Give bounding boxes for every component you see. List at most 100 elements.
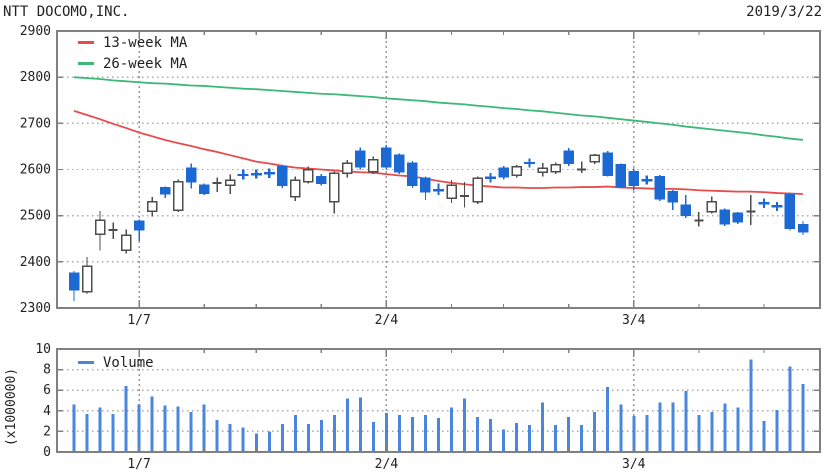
candle-body	[667, 190, 679, 203]
candle-body	[224, 179, 236, 186]
candle-body	[420, 177, 431, 193]
volume-bar	[241, 427, 245, 452]
volume-unit-label: (x1000000)	[4, 367, 19, 447]
candle-body	[394, 154, 405, 173]
candle-body	[719, 209, 731, 225]
volume-bar	[111, 413, 115, 452]
y-axis-label: 2900	[20, 24, 51, 39]
candle-body	[68, 272, 80, 291]
volume-bar	[723, 403, 727, 452]
volume-bar	[801, 384, 805, 452]
volume-bar	[450, 407, 454, 452]
legend-item-ma13: 13-week MA	[78, 32, 187, 53]
candle-body	[615, 164, 626, 188]
volume-bar	[306, 424, 310, 452]
candle-body	[172, 180, 184, 211]
volume-bar	[671, 402, 675, 452]
volume-bar	[697, 414, 701, 452]
volume-bar	[137, 404, 141, 452]
candle-body	[185, 167, 197, 183]
volume-bar	[684, 391, 688, 452]
volume-bar	[541, 402, 545, 452]
volume-bar	[423, 414, 427, 452]
x-axis-label: 2/4	[375, 313, 399, 328]
volume-bar	[619, 404, 623, 452]
volume-bar	[332, 414, 336, 452]
volume-bar	[476, 416, 480, 452]
candle-body	[120, 234, 132, 252]
y-axis-label: 8	[43, 363, 51, 378]
candle-body	[654, 176, 666, 200]
candle-body	[680, 204, 692, 216]
volume-bar	[762, 421, 766, 452]
candle-body	[277, 165, 288, 186]
volume-bar	[515, 423, 519, 452]
volume-bar	[528, 425, 532, 452]
y-axis-label: 2300	[20, 301, 51, 316]
ma13-line	[73, 110, 804, 195]
volume-bar	[736, 407, 740, 452]
candle-body	[407, 162, 418, 186]
candle-body	[133, 220, 145, 231]
candle-body	[732, 212, 744, 223]
y-axis-label: 2800	[20, 70, 51, 85]
volume-bar	[632, 415, 636, 452]
x-axis-label: 1/7	[127, 313, 150, 328]
candle-body	[563, 150, 574, 165]
ma13-legend-dash-icon	[78, 41, 94, 44]
volume-bar	[72, 404, 76, 452]
volume-bar	[710, 411, 714, 452]
volume-bar	[98, 407, 102, 452]
volume-bar	[489, 419, 493, 452]
candle-body	[198, 184, 210, 194]
volume-bar	[567, 416, 571, 452]
candle-body	[368, 159, 379, 173]
candle-body	[498, 167, 509, 178]
y-axis-label: 0	[43, 445, 51, 460]
chart-date: 2019/3/22	[746, 4, 822, 20]
volume-bar	[658, 402, 662, 452]
volume-bar	[645, 414, 649, 452]
y-axis-label: 2700	[20, 116, 51, 131]
volume-bar	[775, 409, 779, 452]
volume-bar	[437, 418, 440, 452]
chart-title: NTT DOCOMO,INC.	[3, 4, 130, 20]
volume-bar	[189, 411, 193, 452]
volume-bar	[593, 411, 597, 452]
candle-body	[537, 167, 548, 174]
volume-bar	[163, 405, 167, 452]
volume-bar	[358, 397, 362, 452]
candle-body	[342, 162, 353, 174]
candle-body	[511, 165, 522, 176]
volume-legend: Volume	[78, 352, 154, 373]
y-axis-label: 10	[35, 342, 51, 357]
candle-body	[472, 177, 483, 203]
candle-body	[94, 219, 106, 235]
y-axis-label: 2600	[20, 163, 51, 178]
volume-bar	[319, 420, 323, 452]
price-legend: 13-week MA 26-week MA	[78, 32, 187, 74]
candle-body	[316, 176, 327, 185]
candle-body	[159, 187, 171, 195]
candle-body	[329, 172, 340, 203]
volume-bar	[228, 424, 232, 452]
legend-item-ma26: 26-week MA	[78, 53, 187, 74]
candle-body	[706, 201, 718, 213]
volume-bar	[293, 414, 297, 452]
candle-body	[628, 171, 640, 186]
volume-bar	[202, 404, 206, 452]
candle-body	[784, 194, 796, 229]
candle-body	[146, 201, 158, 212]
y-axis-label: 2500	[20, 209, 51, 224]
candle-body	[81, 265, 93, 293]
y-axis-label: 2400	[20, 255, 51, 270]
volume-bar	[580, 425, 584, 452]
volume-bar	[502, 429, 506, 452]
y-axis-label: 2	[43, 424, 51, 439]
volume-bar	[215, 420, 219, 452]
candle-body	[797, 224, 809, 233]
x-axis-label: 3/4	[622, 313, 646, 328]
candle-body	[303, 168, 314, 183]
volume-bar	[384, 412, 388, 452]
